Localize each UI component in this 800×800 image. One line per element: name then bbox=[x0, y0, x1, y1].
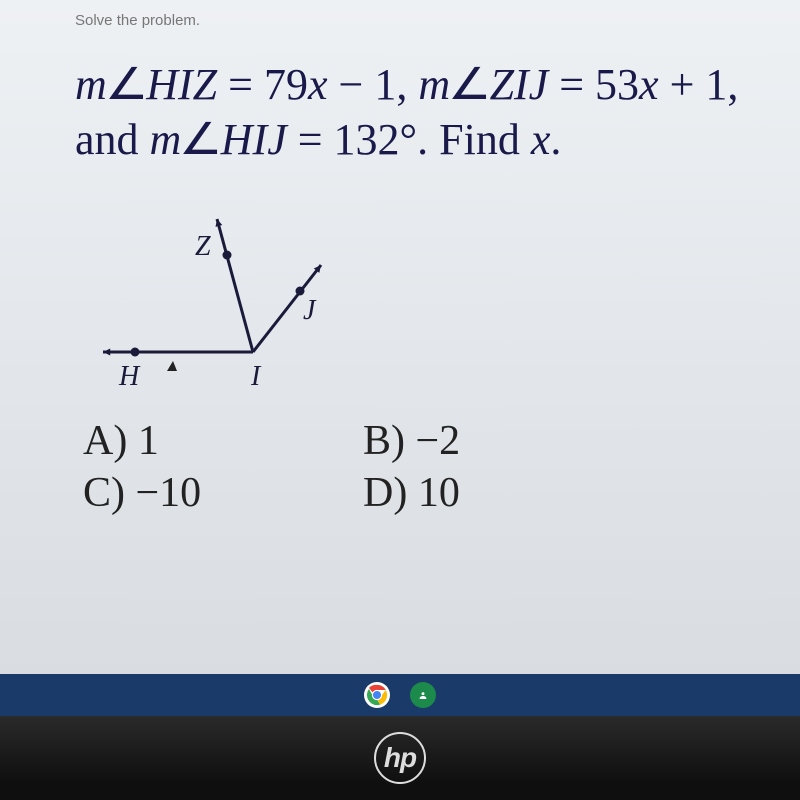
t: x bbox=[531, 115, 551, 164]
choice-b[interactable]: B) −2 bbox=[363, 417, 643, 465]
hp-logo: hp bbox=[374, 732, 426, 784]
choice-label: A) bbox=[83, 418, 127, 464]
svg-text:Z: Z bbox=[195, 231, 211, 262]
svg-text:H: H bbox=[118, 361, 141, 387]
svg-text:I: I bbox=[250, 361, 262, 387]
t: + 1, bbox=[659, 60, 739, 109]
t: x bbox=[308, 60, 328, 109]
worksheet-screen: Solve the problem. m∠HIZ = 79x − 1, m∠ZI… bbox=[0, 0, 800, 675]
taskbar bbox=[0, 674, 800, 716]
t: ZIJ bbox=[490, 60, 549, 109]
t: = 132°. Find bbox=[287, 115, 531, 164]
monitor-bezel: hp bbox=[0, 716, 800, 800]
t: HIZ bbox=[146, 60, 217, 109]
t: m bbox=[418, 60, 450, 109]
choice-a[interactable]: A) 1 bbox=[83, 417, 363, 465]
instruction-text: Solve the problem. bbox=[75, 12, 800, 29]
t: . bbox=[550, 115, 561, 164]
choice-value: −2 bbox=[405, 418, 460, 464]
classroom-icon[interactable] bbox=[410, 682, 436, 708]
t: − 1, bbox=[328, 60, 419, 109]
t: = 53 bbox=[548, 60, 639, 109]
choice-label: D) bbox=[363, 470, 407, 516]
choice-label: C) bbox=[83, 470, 125, 516]
t: x bbox=[639, 60, 659, 109]
t: and bbox=[75, 115, 150, 164]
choice-d[interactable]: D) 10 bbox=[363, 469, 643, 517]
choice-c[interactable]: C) −10 bbox=[83, 469, 363, 517]
chrome-icon[interactable] bbox=[364, 682, 390, 708]
choice-label: B) bbox=[363, 418, 405, 464]
svg-text:J: J bbox=[303, 295, 317, 326]
problem-statement: m∠HIZ = 79x − 1, m∠ZIJ = 53x + 1, and m∠… bbox=[75, 57, 800, 167]
t: m bbox=[150, 115, 182, 164]
t: HIJ bbox=[221, 115, 287, 164]
angle-symbol: ∠ bbox=[105, 57, 148, 112]
diagram-svg: H I Z J bbox=[95, 207, 335, 387]
angle-diagram: H I Z J bbox=[95, 207, 800, 392]
t: m bbox=[75, 60, 107, 109]
choice-value: 1 bbox=[127, 418, 159, 464]
choice-value: 10 bbox=[407, 470, 460, 516]
angle-symbol: ∠ bbox=[179, 112, 222, 167]
choice-value: −10 bbox=[125, 470, 201, 516]
answer-choices: A) 1 B) −2 C) −10 D) 10 bbox=[83, 417, 800, 517]
angle-symbol: ∠ bbox=[448, 57, 491, 112]
t: = 79 bbox=[217, 60, 308, 109]
